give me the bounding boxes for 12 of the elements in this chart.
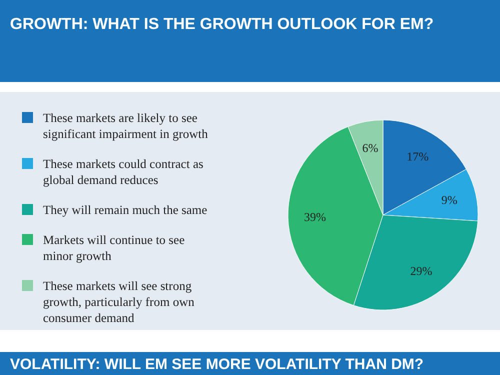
legend-label: Markets will continue to see minor growth	[43, 233, 186, 263]
data-label: 29%	[410, 264, 432, 278]
data-label: 6%	[362, 141, 378, 156]
chart-title: GROWTH: WHAT IS THE GROWTH OUTLOOK FOR EM?	[10, 16, 434, 33]
legend-label: These markets are likely to see significant impairment in growth	[43, 111, 209, 141]
legend-label: These markets will see strong growth, particularly from own consumer demand	[43, 279, 196, 325]
data-label: 39%	[304, 210, 326, 224]
data-label: 17%	[406, 149, 429, 164]
legend-label: They will remain much the same	[43, 203, 208, 217]
data-label: 9%	[441, 193, 458, 208]
legend-label: These markets could contract as global demand reduces	[43, 157, 204, 187]
text: VOLATILITY: WILL EM SEE MORE VOLATILITY THAN DM?	[10, 356, 424, 373]
